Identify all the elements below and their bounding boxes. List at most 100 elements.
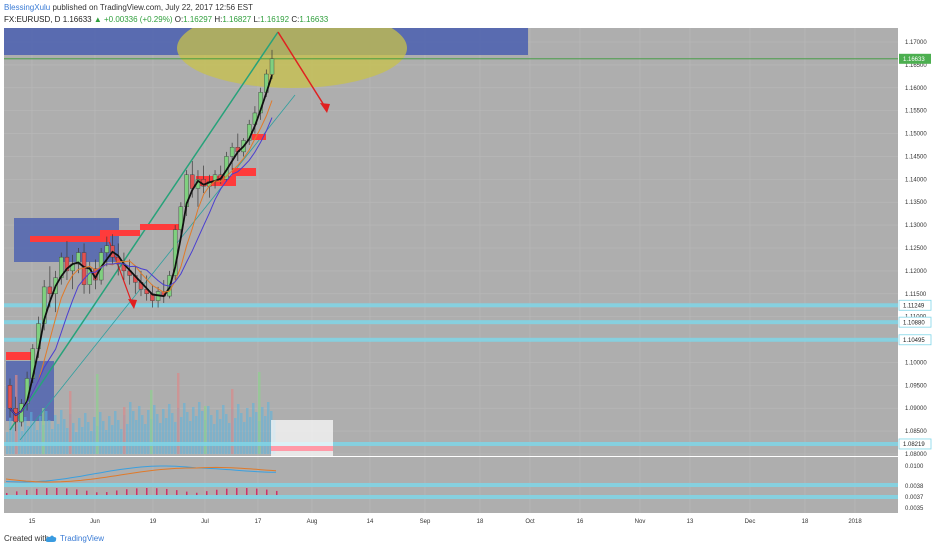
- volume-spike: [123, 407, 126, 454]
- symbol-line: FX:EURUSD, D 1.16633 ▲ +0.00336 (+0.29%)…: [4, 15, 328, 24]
- volume-bar: [153, 405, 156, 454]
- price-tick-label: 1.12000: [905, 269, 927, 275]
- volume-bar: [93, 417, 96, 454]
- time-tick-label: 14: [367, 519, 374, 525]
- volume-bar: [39, 416, 42, 454]
- volume-bar: [213, 424, 216, 454]
- open-label: O:: [174, 15, 184, 24]
- price-tick-label: 1.16000: [905, 86, 927, 92]
- volume-bars: [6, 372, 276, 454]
- resistance-mark: [252, 134, 266, 140]
- volume-bar: [87, 422, 90, 454]
- volume-bar: [225, 414, 228, 454]
- price-tick-label: 1.08000: [905, 452, 927, 458]
- main-panel-bg: [4, 28, 898, 456]
- price-tick-label: 1.17000: [905, 40, 927, 46]
- price-badge-label: 1.10495: [903, 338, 925, 344]
- volume-bar: [33, 421, 36, 454]
- candle-body: [7, 385, 13, 409]
- level-band: [4, 303, 898, 308]
- symbol-name[interactable]: FX:EURUSD, D: [4, 15, 61, 24]
- volume-bar: [189, 421, 192, 454]
- volume-bar: [138, 406, 141, 454]
- time-tick-label: 17: [255, 519, 262, 525]
- volume-bar: [135, 420, 138, 454]
- indicator-legend: [271, 420, 333, 456]
- price-tick-label: 1.13500: [905, 200, 927, 206]
- price-tick-label: 1.15000: [905, 132, 927, 138]
- price-badge: [898, 334, 932, 346]
- oscillator: [5, 465, 278, 495]
- low-value: 1.16192: [260, 15, 290, 24]
- histogram-bar: [46, 488, 48, 495]
- candle-body: [64, 256, 70, 272]
- volume-bar: [72, 423, 75, 454]
- high-label: H:: [214, 15, 223, 24]
- open-value: 1.16297: [183, 15, 213, 24]
- tradingview-brand[interactable]: TradingView: [60, 534, 105, 543]
- last-price: 1.16633: [62, 15, 92, 24]
- time-tick-label: Oct: [525, 519, 535, 525]
- level-band: [4, 337, 898, 342]
- volume-bar: [165, 418, 168, 454]
- volume-bar: [234, 418, 237, 454]
- time-tick-label: 18: [802, 519, 809, 525]
- time-tick-label: Sep: [420, 519, 431, 525]
- volume-bar: [102, 421, 105, 454]
- osc-level-band: [4, 495, 898, 499]
- volume-bar: [246, 408, 249, 454]
- price-tick-label: 1.16500: [905, 63, 927, 69]
- volume-bar: [54, 415, 57, 454]
- time-tick-label: Jun: [90, 519, 100, 525]
- target-zone-ellipse: [177, 8, 407, 88]
- volume-bar: [12, 427, 15, 454]
- histogram-bar: [126, 489, 128, 495]
- volume-spike: [150, 390, 153, 454]
- histogram-bar: [86, 490, 88, 495]
- candle-body: [104, 245, 110, 253]
- histogram-bar: [6, 493, 8, 495]
- volume-bar: [255, 412, 258, 454]
- chart-header: BlessingXulu published on TradingView.co…: [0, 0, 932, 28]
- price-badge-label: 1.11249: [903, 303, 925, 309]
- volume-bar: [57, 424, 60, 454]
- time-axis: 15 Jun 19 Jul 17 Aug 14 Sep 18 Oct 16 Nov 13 Dec 18 201…: [29, 519, 863, 525]
- price-tick-label: 1.12500: [905, 246, 927, 252]
- ma-slow: [9, 117, 273, 416]
- volume-bar: [261, 407, 264, 454]
- volume-spike: [204, 406, 207, 454]
- price-tick-label: 1.15500: [905, 109, 927, 115]
- time-tick-label: Aug: [307, 519, 318, 525]
- volume-bar: [24, 417, 27, 454]
- volume-bar: [129, 402, 132, 454]
- price-badge-label: 1.10880: [903, 320, 925, 326]
- volume-bar: [27, 426, 30, 454]
- price-badge: [898, 299, 932, 311]
- time-tick-label: 18: [477, 519, 484, 525]
- volume-bar: [9, 418, 12, 454]
- created-with-text: Created with: [4, 534, 49, 543]
- trendline-green: [9, 31, 279, 431]
- volume-bar: [81, 427, 84, 454]
- horizontal-levels: [4, 58, 898, 499]
- author-link[interactable]: BlessingXulu: [4, 3, 51, 12]
- histogram-bar: [206, 491, 208, 495]
- volume-bar: [243, 422, 246, 454]
- histogram-bar: [276, 490, 278, 495]
- volume-bar: [186, 412, 189, 454]
- volume-bar: [252, 403, 255, 454]
- price-tick-label: 1.13000: [905, 223, 927, 229]
- volume-spike: [258, 372, 261, 454]
- volume-bar: [198, 402, 201, 454]
- histogram-bar: [266, 489, 268, 495]
- level-band: [4, 320, 898, 325]
- close-label: C:: [291, 15, 300, 24]
- histogram-bar: [96, 492, 98, 495]
- chart-footer: Created with TradingView: [0, 528, 932, 550]
- volume-spike: [69, 391, 72, 454]
- volume-bar: [45, 411, 48, 454]
- projection-arrowhead: [320, 103, 330, 113]
- price-tick-label: 1.14000: [905, 177, 927, 183]
- price-tick-label: 1.09500: [905, 383, 927, 389]
